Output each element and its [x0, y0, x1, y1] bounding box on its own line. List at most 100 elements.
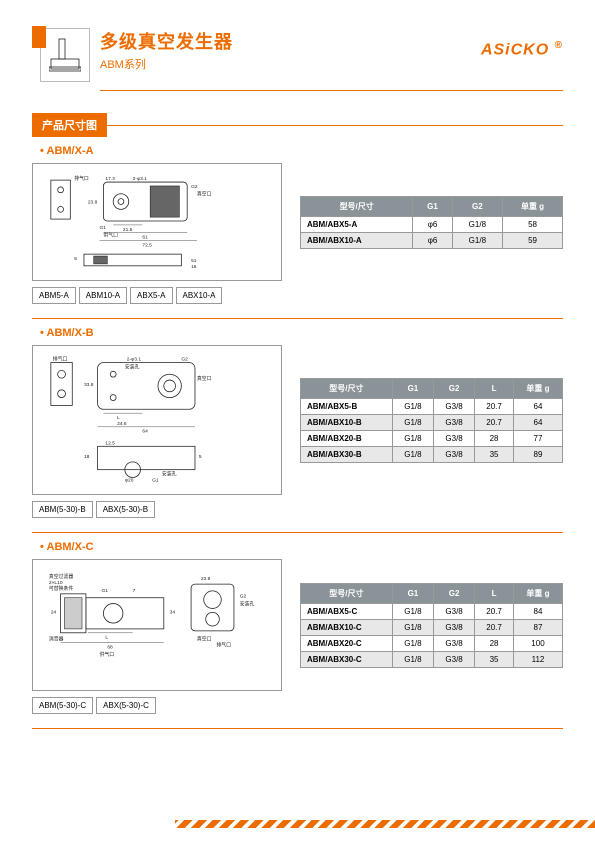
table-cell: G1/8	[392, 446, 433, 462]
brand-logo: ASiCKO ®	[481, 40, 563, 59]
table-cell: G1/8	[452, 232, 502, 248]
svg-text:真空口: 真空口	[197, 636, 212, 643]
table-cell: ABM/ABX30-C	[301, 651, 393, 667]
svg-text:12.5: 12.5	[105, 440, 115, 446]
table-header: G2	[434, 378, 475, 398]
section-label: 产品尺寸图	[32, 113, 107, 137]
table-cell: G3/8	[434, 651, 475, 667]
table-cell: G1/8	[392, 651, 433, 667]
section-b-row: 排气口 2-φ3.1 G2 安装孔 真空口 33.8 L 24.6 64 12.…	[32, 345, 563, 495]
svg-text:2-φ3.1: 2-φ3.1	[127, 357, 142, 363]
svg-text:5: 5	[74, 256, 77, 262]
section-b-title: ABM/X-B	[40, 327, 595, 339]
table-cell: 77	[513, 430, 562, 446]
svg-text:L: L	[117, 415, 120, 421]
diagram-b: 排气口 2-φ3.1 G2 安装孔 真空口 33.8 L 24.6 64 12.…	[32, 345, 282, 495]
table-cell: ABM/ABX5-A	[301, 216, 413, 232]
section-c-title: ABM/X-C	[40, 541, 595, 553]
svg-text:24: 24	[51, 609, 57, 615]
table-cell: 20.7	[475, 603, 514, 619]
table-cell: G3/8	[434, 446, 475, 462]
svg-text:34: 34	[170, 609, 176, 615]
table-header: L	[475, 583, 514, 603]
svg-text:真空过滤器: 真空过滤器	[49, 573, 73, 580]
table-cell: G1/8	[392, 430, 433, 446]
svg-text:64: 64	[142, 429, 148, 435]
svg-text:18: 18	[84, 454, 90, 460]
table-cell: 58	[503, 216, 563, 232]
table-header: G1	[413, 196, 452, 216]
svg-text:G2: G2	[240, 594, 247, 600]
table-header: G2	[452, 196, 502, 216]
model-tab: ABM5-A	[32, 287, 76, 304]
svg-text:G1: G1	[101, 588, 108, 594]
tabs-a: ABM5-AABM10-AABX5-AABX10-A	[32, 287, 595, 304]
svg-text:真空口: 真空口	[197, 191, 212, 198]
table-c: 型号/尺寸G1G2L单重 gABM/ABX5-CG1/8G3/820.784AB…	[300, 583, 563, 668]
table-cell: φ6	[413, 232, 452, 248]
svg-text:供气口: 供气口	[100, 651, 115, 658]
table-cell: 84	[513, 603, 562, 619]
svg-text:16: 16	[191, 264, 197, 270]
table-cell: 100	[513, 635, 562, 651]
svg-text:2×L10: 2×L10	[49, 580, 63, 586]
table-header: 型号/尺寸	[301, 378, 393, 398]
table-cell: G3/8	[434, 635, 475, 651]
svg-text:G1: G1	[100, 225, 107, 231]
svg-text:68: 68	[107, 644, 113, 650]
svg-text:φ20: φ20	[125, 477, 134, 483]
svg-text:21.5: 21.5	[123, 227, 133, 233]
table-a: 型号/尺寸G1G2单重 gABM/ABX5-Aφ6G1/858ABM/ABX10…	[300, 196, 563, 249]
table-cell: 20.7	[475, 414, 514, 430]
table-cell: 20.7	[475, 398, 514, 414]
model-tab: ABX5-A	[130, 287, 172, 304]
table-cell: 20.7	[475, 619, 514, 635]
table-header: 型号/尺寸	[301, 196, 413, 216]
model-tab: ABX(5-30)-C	[96, 697, 156, 714]
table-cell: ABM/ABX10-B	[301, 414, 393, 430]
svg-text:排气口: 排气口	[74, 175, 89, 182]
svg-text:61: 61	[142, 235, 148, 241]
svg-text:G2: G2	[181, 357, 188, 363]
svg-text:安装孔: 安装孔	[240, 601, 255, 608]
svg-text:安装孔: 安装孔	[162, 471, 177, 478]
table-cell: ABM/ABX20-C	[301, 635, 393, 651]
table-cell: ABM/ABX10-C	[301, 619, 393, 635]
table-cell: ABM/ABX30-B	[301, 446, 393, 462]
table-cell: G1/8	[392, 619, 433, 635]
table-cell: G3/8	[434, 430, 475, 446]
model-tab: ABX(5-30)-B	[96, 501, 155, 518]
table-cell: 28	[475, 430, 514, 446]
svg-text:安装孔: 安装孔	[125, 363, 140, 370]
section-a-row: 排气口 17.3 2-φ3.1 G2 真空口 23.8 G1 供气口 21.5 …	[32, 163, 563, 281]
svg-text:可替换条件: 可替换条件	[49, 585, 73, 592]
page-subtitle: ABM系列	[100, 56, 233, 72]
diagram-c: 真空过滤器 2×L10 可替换条件 G1 7 24 34 L 68 消音器 供气…	[32, 559, 282, 691]
table-cell: G1/8	[452, 216, 502, 232]
svg-text:72.5: 72.5	[142, 242, 152, 248]
svg-text:L: L	[105, 635, 108, 641]
svg-text:23.8: 23.8	[88, 199, 98, 205]
table-cell: 28	[475, 635, 514, 651]
header-divider	[100, 90, 563, 91]
table-header: 单重 g	[513, 378, 562, 398]
svg-text:5: 5	[199, 454, 202, 460]
svg-text:33.8: 33.8	[84, 382, 94, 388]
svg-text:消音器: 消音器	[49, 636, 64, 643]
table-cell: G1/8	[392, 398, 433, 414]
svg-text:17.3: 17.3	[105, 176, 115, 182]
svg-text:G1: G1	[152, 477, 159, 483]
table-cell: G3/8	[434, 619, 475, 635]
table-cell: 59	[503, 232, 563, 248]
svg-text:排气口: 排气口	[216, 641, 231, 648]
model-tab: ABM(5-30)-C	[32, 697, 93, 714]
model-tab: ABX10-A	[176, 287, 223, 304]
table-cell: G1/8	[392, 635, 433, 651]
table-cell: G3/8	[434, 414, 475, 430]
table-header: 单重 g	[513, 583, 562, 603]
model-tab: ABM(5-30)-B	[32, 501, 93, 518]
table-cell: 112	[513, 651, 562, 667]
section-a-title: ABM/X-A	[40, 145, 595, 157]
svg-text:24.6: 24.6	[117, 421, 127, 427]
table-header: 单重 g	[503, 196, 563, 216]
